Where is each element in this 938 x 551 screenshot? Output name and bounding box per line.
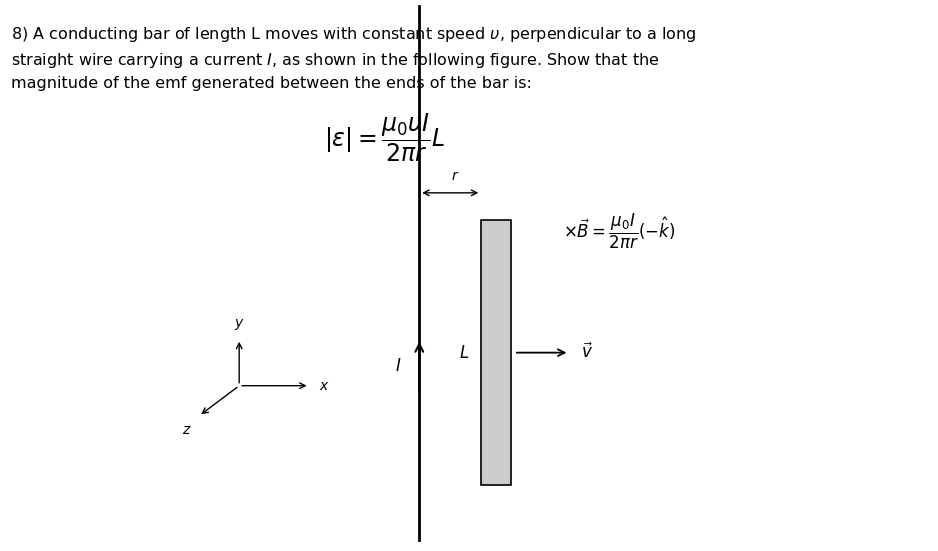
Bar <box>481 220 511 485</box>
Text: $L$: $L$ <box>460 344 469 361</box>
Text: straight wire carrying a current $I$, as shown in the following figure. Show tha: straight wire carrying a current $I$, as… <box>11 51 659 69</box>
Text: $\vec{v}$: $\vec{v}$ <box>581 343 593 363</box>
Text: $z$: $z$ <box>182 423 191 437</box>
Text: $I$: $I$ <box>396 358 401 375</box>
Text: $|\varepsilon| = \dfrac{\mu_0 \upsilon I}{2\pi r} L$: $|\varepsilon| = \dfrac{\mu_0 \upsilon I… <box>324 111 446 164</box>
Text: $r$: $r$ <box>451 169 459 183</box>
Text: magnitude of the emf generated between the ends of the bar is:: magnitude of the emf generated between t… <box>11 76 532 91</box>
Text: $\times \vec{B} = \dfrac{\mu_0 I}{2\pi r}(-\hat{k})$: $\times \vec{B} = \dfrac{\mu_0 I}{2\pi r… <box>563 212 675 251</box>
Text: $y$: $y$ <box>234 317 245 332</box>
Text: $x$: $x$ <box>319 379 329 393</box>
Text: 8) A conducting bar of length L moves with constant speed $\upsilon$, perpendicu: 8) A conducting bar of length L moves wi… <box>11 25 697 44</box>
